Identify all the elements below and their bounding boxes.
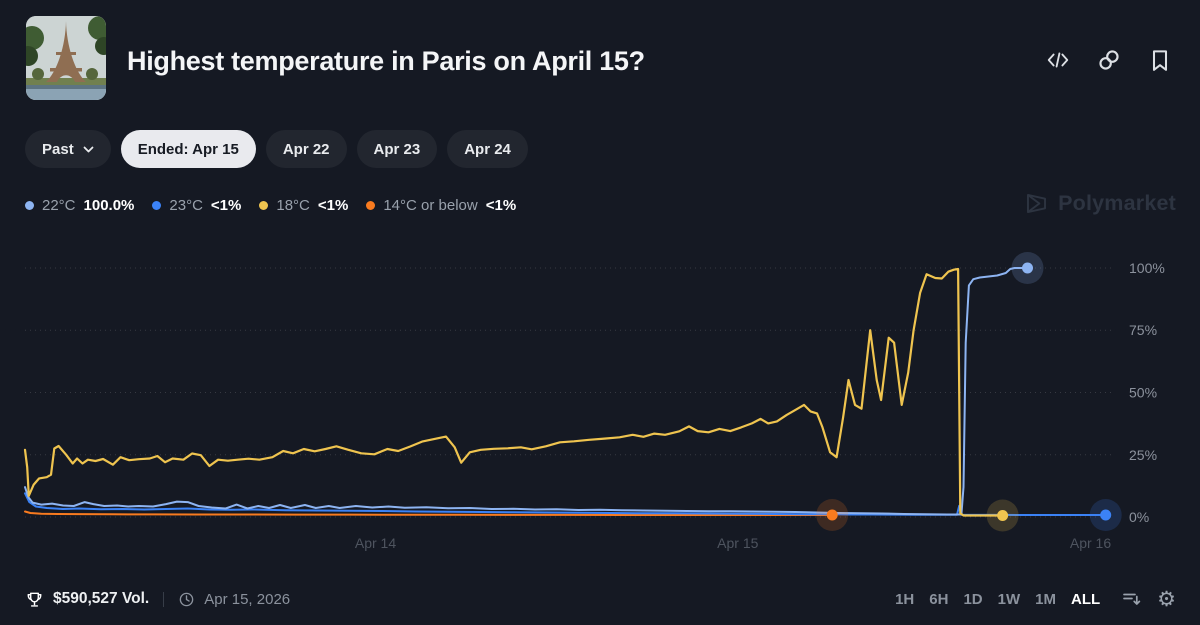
svg-text:100%: 100% xyxy=(1129,260,1165,276)
chart-controls: 1H 6H 1D 1W 1M ALL ⚙ xyxy=(895,586,1176,612)
past-dropdown[interactable]: Past xyxy=(25,130,111,168)
end-date-label: Apr 15, 2026 xyxy=(204,590,291,608)
sort-icon[interactable] xyxy=(1121,589,1142,609)
legend-value: <1% xyxy=(317,197,349,214)
range-6h[interactable]: 6H xyxy=(929,590,949,608)
range-1h[interactable]: 1H xyxy=(895,590,915,608)
svg-text:Apr 16: Apr 16 xyxy=(1070,535,1111,551)
clock-icon xyxy=(179,592,194,606)
legend-value: <1% xyxy=(485,197,517,214)
footer-divider xyxy=(163,591,165,607)
copy-link-icon[interactable] xyxy=(1097,48,1121,72)
range-1w[interactable]: 1W xyxy=(997,590,1021,608)
legend-dot-14c xyxy=(366,201,376,210)
legend-dot-23c xyxy=(152,201,162,210)
legend-label: 22°C xyxy=(42,197,76,214)
outcome-filters: Past Ended: Apr 15 Apr 22 Apr 23 Apr 24 xyxy=(25,130,528,168)
header-actions xyxy=(1046,48,1172,72)
tab-apr-24[interactable]: Apr 24 xyxy=(447,130,528,168)
range-1d[interactable]: 1D xyxy=(963,590,983,608)
market-thumbnail xyxy=(26,16,106,100)
legend-dot-18c xyxy=(259,201,269,210)
polymarket-logo-icon xyxy=(1027,194,1047,213)
page-title: Highest temperature in Paris on April 15… xyxy=(127,46,645,76)
price-chart[interactable]: 0% 25% 50% 75% 100% Apr 14 Apr 15 Apr 16 xyxy=(0,230,1200,560)
footer-market-stats: $590,527 Vol. Apr 15, 2026 xyxy=(25,586,290,612)
volume-label: $590,527 Vol. xyxy=(53,590,150,607)
svg-text:25%: 25% xyxy=(1129,447,1157,463)
bookmark-icon[interactable] xyxy=(1148,48,1172,72)
svg-text:0%: 0% xyxy=(1129,509,1149,525)
range-1m[interactable]: 1M xyxy=(1035,590,1056,608)
range-all[interactable]: ALL xyxy=(1071,590,1101,608)
gear-icon[interactable]: ⚙ xyxy=(1157,587,1176,611)
polymarket-watermark: Polymarket xyxy=(1024,191,1176,216)
svg-text:Apr 15: Apr 15 xyxy=(717,535,758,551)
tab-apr-23[interactable]: Apr 23 xyxy=(356,130,438,168)
legend-value: 100.0% xyxy=(83,197,135,214)
polymarket-wordmark: Polymarket xyxy=(1058,191,1176,215)
legend-label: 14°C or below xyxy=(383,197,478,214)
legend-label: 18°C xyxy=(276,197,310,214)
legend-label: 23°C xyxy=(169,197,203,214)
eiffel-tower-image xyxy=(26,16,106,100)
legend-dot-22c xyxy=(25,201,34,210)
legend-item-23c[interactable]: 23°C <1% xyxy=(152,197,241,214)
trophy-icon xyxy=(27,592,42,607)
legend-item-14c-or-below[interactable]: 14°C or below <1% xyxy=(366,197,516,214)
svg-text:50%: 50% xyxy=(1129,385,1157,401)
tab-ended-apr-15[interactable]: Ended: Apr 15 xyxy=(120,130,256,168)
legend-item-22c[interactable]: 22°C 100.0% xyxy=(25,197,134,214)
svg-text:Apr 14: Apr 14 xyxy=(355,535,396,551)
legend-item-18c[interactable]: 18°C <1% xyxy=(259,197,348,214)
embed-code-icon[interactable] xyxy=(1046,48,1070,72)
legend-value: <1% xyxy=(210,197,242,214)
tab-apr-22[interactable]: Apr 22 xyxy=(265,130,347,168)
chart-legend: 22°C 100.0% 23°C <1% 18°C <1% 14°C or be… xyxy=(25,197,516,214)
past-dropdown-label: Past xyxy=(42,140,74,158)
chevron-down-icon xyxy=(83,146,94,152)
svg-text:75%: 75% xyxy=(1129,322,1157,338)
